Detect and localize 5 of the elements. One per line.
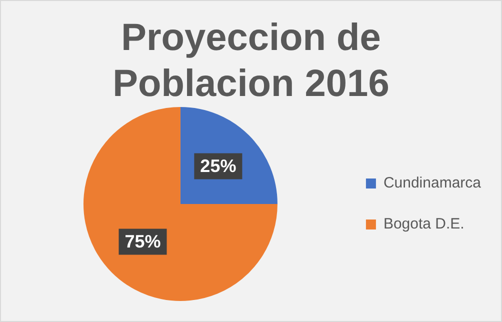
- data-label: 75%: [124, 232, 161, 252]
- chart-title: Proyeccion de Poblacion 2016: [112, 16, 390, 107]
- data-label: 25%: [200, 156, 236, 176]
- legend-label: Cundinamarca: [383, 174, 482, 192]
- legend-label: Bogota D.E.: [383, 216, 464, 233]
